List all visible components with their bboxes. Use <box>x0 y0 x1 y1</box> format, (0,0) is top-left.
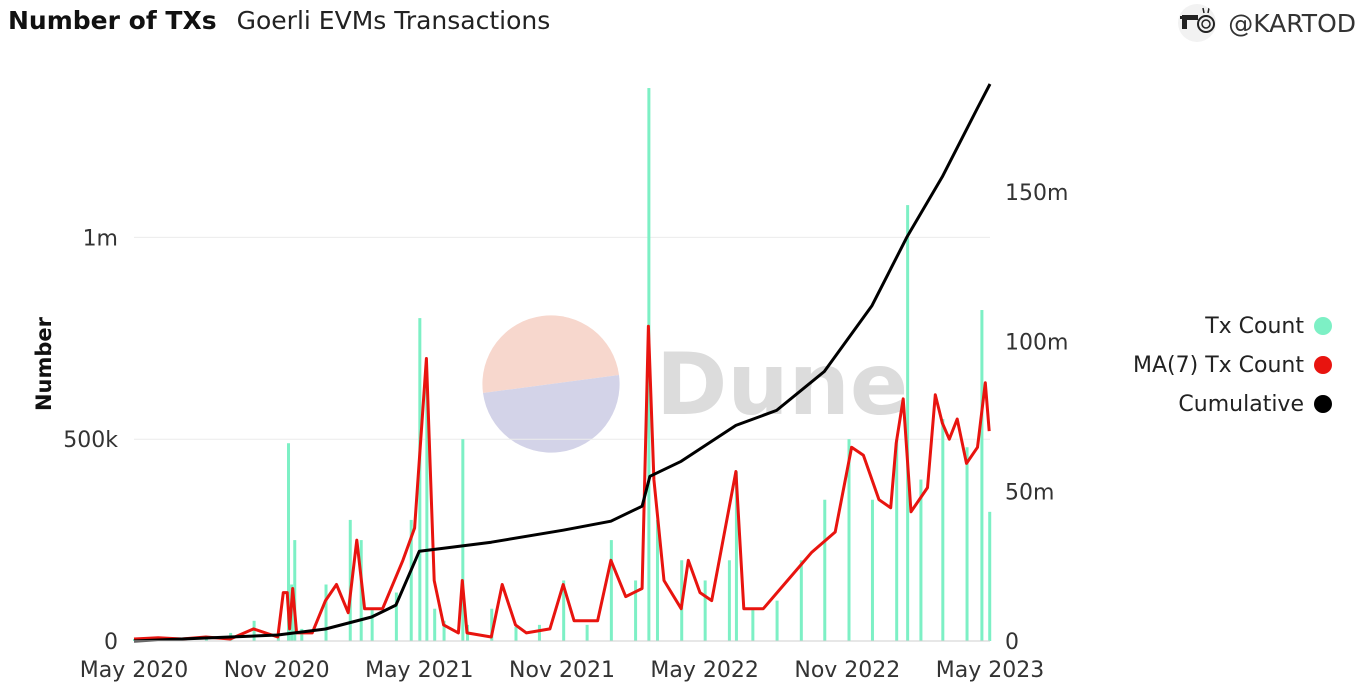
tx-count-bar <box>919 479 923 641</box>
tx-count-bar <box>941 419 945 641</box>
legend-item-cumulative[interactable]: Cumulative <box>1178 390 1332 418</box>
tx-count-bar <box>870 499 874 641</box>
tx-count-bar <box>823 499 827 641</box>
tx-count-bar <box>276 636 280 641</box>
tx-count-bar <box>609 540 613 641</box>
x-tick-label: Nov 2021 <box>509 658 615 683</box>
tx-count-bar <box>751 608 755 641</box>
tx-count-bar <box>418 318 422 641</box>
legend-dot <box>1314 356 1332 374</box>
tx-count-bar <box>461 439 465 641</box>
tx-count-bar <box>300 628 304 641</box>
tx-count-bar <box>490 608 494 641</box>
tx-count-bar <box>847 439 851 641</box>
x-tick-label: May 2021 <box>365 658 473 683</box>
tx-count-bar <box>988 511 992 641</box>
dune-logo-bottom-half <box>483 375 620 453</box>
cumulative-line <box>133 83 992 643</box>
tx-count-bar <box>775 600 779 641</box>
tx-count-bar <box>799 560 803 641</box>
chart-subtitle: Goerli EVMs Transactions <box>236 6 551 35</box>
chart-legend: Tx Count MA(7) Tx Count Cumulative <box>1133 312 1332 418</box>
tx-count-bar <box>425 378 429 641</box>
tx-count-bar <box>394 592 398 641</box>
y-right-tick-label: 0 <box>1005 630 1019 655</box>
y-right-tick-label: 50m <box>1005 480 1054 505</box>
x-tick-label: May 2022 <box>650 658 758 683</box>
legend-dot <box>1314 317 1332 335</box>
tx-count-bar <box>537 624 541 641</box>
x-tick-label: May 2020 <box>80 658 188 683</box>
tx-count-bar <box>634 580 638 641</box>
chart-title: Number of TXs <box>8 6 217 35</box>
tx-count-bar <box>980 310 984 641</box>
tx-count-bar <box>514 626 518 641</box>
tx-count-bar <box>703 580 707 641</box>
x-axis-ticks: May 2020 Nov 2020 May 2021 Nov 2021 May 2022… <box>80 658 1044 683</box>
tx-count-bar <box>727 560 731 641</box>
tx-count-bar <box>409 519 413 641</box>
author-badge[interactable]: @KARTOD <box>1178 4 1356 42</box>
tx-count-bar <box>370 608 374 641</box>
author-name: @KARTOD <box>1228 8 1356 38</box>
x-tick-label: Nov 2022 <box>794 658 900 683</box>
chart-header: Number of TXs Goerli EVMs Transactions <box>8 6 550 40</box>
y-axis-left-ticks: 0 500k 1m <box>63 226 118 655</box>
tx-count-bar <box>252 620 256 641</box>
tx-count-bar <box>442 620 446 641</box>
tx-count-bar <box>965 447 969 641</box>
x-tick-label: May 2023 <box>936 658 1044 683</box>
tx-count-bar <box>287 443 291 641</box>
tx-count-bar <box>655 519 659 641</box>
x-tick-label: Nov 2020 <box>224 658 330 683</box>
y-right-tick-label: 100m <box>1005 331 1068 356</box>
dune-watermark-text: Dune <box>656 335 908 435</box>
y-left-tick-label: 500k <box>63 428 118 453</box>
tx-count-bar <box>562 580 566 641</box>
tx-count-bar <box>324 584 328 641</box>
y-left-tick-label: 1m <box>83 226 118 251</box>
grid-lines <box>134 236 990 440</box>
tx-count-bar <box>585 624 589 641</box>
tx-count-bar <box>906 205 910 641</box>
legend-label: Cumulative <box>1178 391 1304 417</box>
y-left-tick-label: 0 <box>104 630 118 655</box>
tx-count-bar <box>348 519 352 641</box>
dune-watermark: Dune <box>482 315 908 453</box>
legend-label: MA(7) Tx Count <box>1133 352 1304 378</box>
pistol-snail-avatar-icon <box>1178 4 1217 42</box>
tx-count-bar <box>433 608 437 641</box>
legend-item-ma7-tx-count[interactable]: MA(7) Tx Count <box>1133 351 1332 379</box>
y-axis-title: Number <box>32 316 56 411</box>
y-right-tick-label: 150m <box>1005 181 1068 206</box>
dune-logo-top-half <box>482 315 619 393</box>
legend-item-tx-count[interactable]: Tx Count <box>1205 312 1332 340</box>
tx-count-bar <box>895 439 899 641</box>
legend-label: Tx Count <box>1205 313 1304 339</box>
tx-count-bar <box>734 471 738 641</box>
legend-dot <box>1314 395 1332 413</box>
tx-count-bar <box>293 540 297 641</box>
y-axis-right-ticks: 0 50m 100m 150m <box>1005 181 1068 655</box>
